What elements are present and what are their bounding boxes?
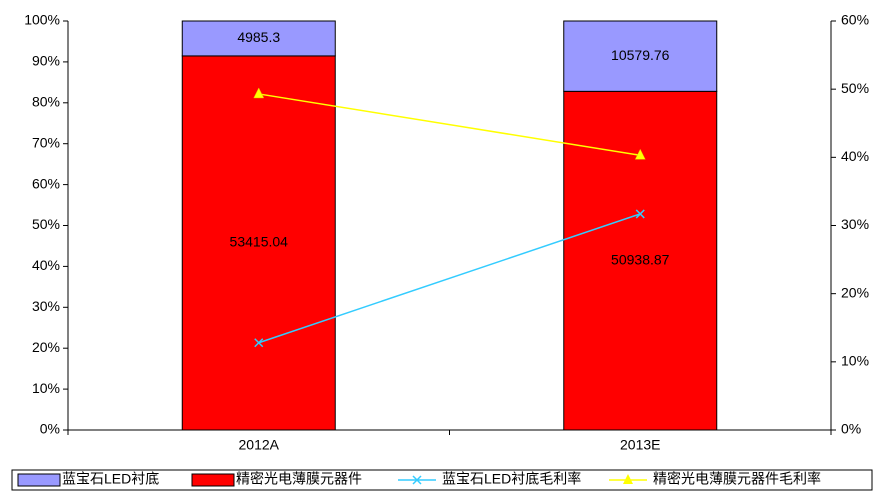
legend-label: 蓝宝石LED衬底毛利率 xyxy=(442,471,581,487)
legend-swatch xyxy=(17,473,61,487)
y2-tick-label: 40% xyxy=(841,148,869,164)
y2-tick-label: 20% xyxy=(841,284,869,300)
y-tick-label: 40% xyxy=(32,257,60,273)
bar xyxy=(181,20,336,57)
y-tick-label: 100% xyxy=(24,12,60,28)
x-tick-label: 2013E xyxy=(620,437,660,453)
y-tick-label: 60% xyxy=(32,175,60,191)
marker xyxy=(253,87,265,99)
legend-swatch xyxy=(191,473,235,487)
data-label: 53415.04 xyxy=(230,234,289,250)
marker xyxy=(634,148,646,160)
y2-tick-label: 10% xyxy=(841,353,869,369)
data-label: 50938.87 xyxy=(611,251,670,267)
marker xyxy=(635,209,645,219)
y2-tick-label: 50% xyxy=(841,80,869,96)
y-tick-label: 10% xyxy=(32,380,60,396)
y-tick-label: 80% xyxy=(32,94,60,110)
x-tick-label: 2012A xyxy=(239,437,280,453)
legend-label: 蓝宝石LED衬底 xyxy=(62,471,159,487)
y2-tick-label: 0% xyxy=(841,421,861,437)
y-tick-label: 90% xyxy=(32,53,60,69)
line xyxy=(258,213,641,344)
legend-marker xyxy=(623,474,633,484)
legend-marker xyxy=(412,475,422,485)
data-label: 4985.3 xyxy=(237,29,280,45)
data-label: 10579.76 xyxy=(611,47,670,63)
y-tick-label: 70% xyxy=(32,134,60,150)
y-tick-label: 0% xyxy=(40,421,60,437)
bar xyxy=(563,20,718,92)
y2-tick-label: 30% xyxy=(841,216,869,232)
line xyxy=(258,93,641,157)
marker xyxy=(254,338,264,348)
legend-label: 精密光电薄膜元器件 xyxy=(236,471,362,487)
y-tick-label: 20% xyxy=(32,339,60,355)
y-tick-label: 30% xyxy=(32,298,60,314)
legend-label: 精密光电薄膜元器件毛利率 xyxy=(653,471,821,487)
y-tick-label: 50% xyxy=(32,216,60,232)
y2-tick-label: 60% xyxy=(841,12,869,28)
